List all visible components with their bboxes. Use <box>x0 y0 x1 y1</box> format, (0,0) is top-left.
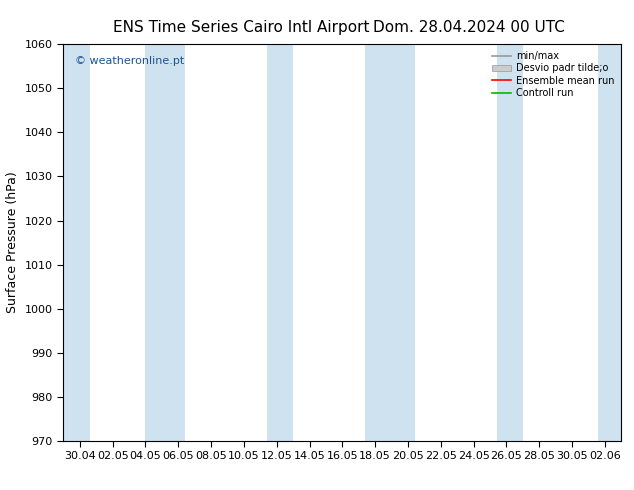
Legend: min/max, Desvio padr tilde;o, Ensemble mean run, Controll run: min/max, Desvio padr tilde;o, Ensemble m… <box>489 49 616 100</box>
Bar <box>267 44 293 441</box>
Bar <box>63 44 89 441</box>
Text: ENS Time Series Cairo Intl Airport: ENS Time Series Cairo Intl Airport <box>113 20 369 35</box>
Bar <box>598 44 621 441</box>
Text: © weatheronline.pt: © weatheronline.pt <box>75 56 184 66</box>
Bar <box>145 44 185 441</box>
Bar <box>365 44 415 441</box>
Bar <box>496 44 523 441</box>
Y-axis label: Surface Pressure (hPa): Surface Pressure (hPa) <box>6 172 19 314</box>
Text: Dom. 28.04.2024 00 UTC: Dom. 28.04.2024 00 UTC <box>373 20 565 35</box>
